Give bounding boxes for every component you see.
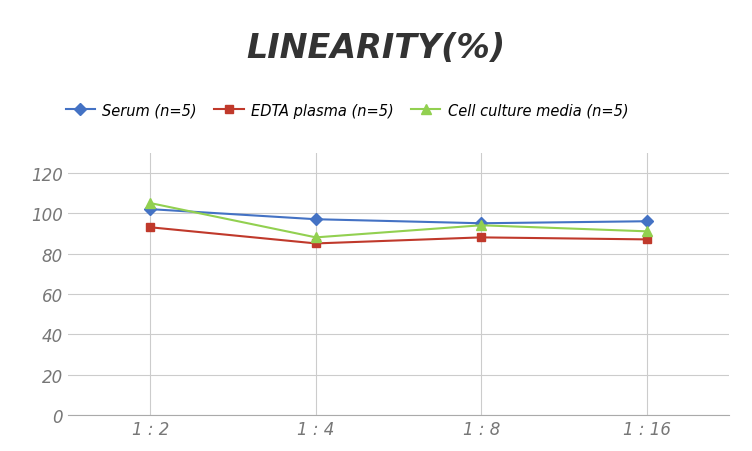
EDTA plasma (n=5): [642, 237, 651, 243]
Cell culture media (n=5): [311, 235, 320, 240]
Serum (n=5): [477, 221, 486, 226]
Line: Cell culture media (n=5): Cell culture media (n=5): [146, 199, 651, 243]
EDTA plasma (n=5): [477, 235, 486, 240]
Cell culture media (n=5): [642, 229, 651, 235]
Line: EDTA plasma (n=5): EDTA plasma (n=5): [146, 224, 651, 248]
Serum (n=5): [642, 219, 651, 225]
Serum (n=5): [146, 207, 155, 212]
Legend: Serum (n=5), EDTA plasma (n=5), Cell culture media (n=5): Serum (n=5), EDTA plasma (n=5), Cell cul…: [60, 97, 634, 124]
Line: Serum (n=5): Serum (n=5): [146, 206, 651, 228]
Text: LINEARITY(%): LINEARITY(%): [247, 32, 505, 64]
Cell culture media (n=5): [146, 201, 155, 207]
EDTA plasma (n=5): [146, 225, 155, 230]
EDTA plasma (n=5): [311, 241, 320, 247]
Serum (n=5): [311, 217, 320, 222]
Cell culture media (n=5): [477, 223, 486, 229]
